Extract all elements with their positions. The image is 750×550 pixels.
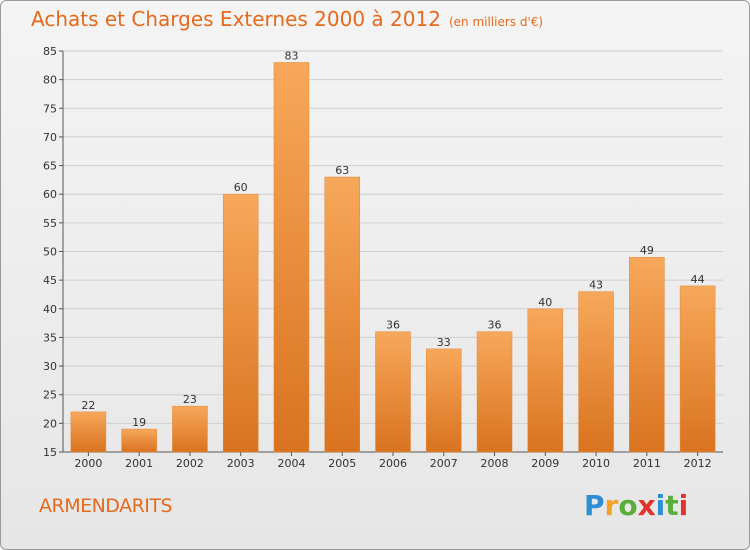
- x-tick-label: 2003: [227, 457, 255, 470]
- x-tick-label: 2005: [328, 457, 356, 470]
- y-tick-label: 60: [43, 188, 57, 201]
- bar-value-label: 63: [335, 164, 349, 177]
- x-tick-label: 2011: [633, 457, 661, 470]
- logo-letter: i: [655, 489, 666, 522]
- labels: 22 19 23 60 83 63 36 33 36 40 43 49 44: [81, 49, 704, 429]
- y-tick-label: 25: [43, 389, 57, 402]
- logo-letter: r: [604, 489, 619, 522]
- y-tick-label: 70: [43, 131, 57, 144]
- proxiti-logo[interactable]: Proxiti: [584, 489, 688, 522]
- bar-value-label: 43: [589, 279, 603, 292]
- bar-value-label: 23: [183, 393, 197, 406]
- bar-value-label: 36: [386, 319, 400, 332]
- y-tick-label: 80: [43, 74, 57, 87]
- bar-2003: [222, 193, 259, 453]
- y-tick-label: 50: [43, 246, 57, 259]
- y-tick-label: 65: [43, 160, 57, 173]
- x-tick-label: 2009: [531, 457, 559, 470]
- bar-2004: [273, 62, 310, 453]
- bar-value-label: 49: [640, 244, 654, 257]
- bar-2006: [375, 331, 411, 453]
- bar-2009: [527, 308, 564, 453]
- bar-value-label: 33: [437, 336, 451, 349]
- bar-2005: [324, 176, 360, 453]
- y-tick-label: 30: [43, 360, 57, 373]
- y-tick-label: 20: [43, 417, 57, 430]
- y-tick-label: 75: [43, 102, 57, 115]
- y-tick-label: 55: [43, 217, 57, 230]
- x-tick-label: 2008: [481, 457, 509, 470]
- bar-value-label: 83: [284, 49, 298, 62]
- logo-letter: x: [637, 489, 656, 522]
- x-tick-label: 2002: [176, 457, 204, 470]
- x-tick-label: 2007: [430, 457, 458, 470]
- chart-subtitle: (en milliers d'€): [448, 15, 544, 29]
- x-tick-label: 2010: [582, 457, 610, 470]
- bar-value-label: 40: [538, 296, 552, 309]
- x-tick-label: 2001: [125, 457, 153, 470]
- bar-2011: [629, 256, 665, 453]
- bar-2002: [172, 405, 208, 453]
- bar-2007: [426, 348, 462, 453]
- y-tick-label: 45: [43, 274, 57, 287]
- logo-letter: i: [678, 489, 689, 522]
- bar-2008: [476, 331, 513, 453]
- y-tick-label: 15: [43, 446, 57, 459]
- y-tick-label: 35: [43, 331, 57, 344]
- logo-letter: o: [618, 489, 638, 522]
- bar-value-label: 44: [691, 273, 705, 286]
- bar-2000: [70, 411, 107, 453]
- chart-title: Achats et Charges Externes 2000 à 2012 (e…: [31, 7, 543, 31]
- x-tick-label: 2006: [379, 457, 407, 470]
- y-tick-label: 40: [43, 303, 57, 316]
- chart-title-text: Achats et Charges Externes 2000 à 2012: [31, 7, 441, 31]
- logo-letter: t: [665, 489, 679, 522]
- bar-value-label: 19: [132, 416, 146, 429]
- x-tick-label: 2000: [74, 457, 102, 470]
- bar-value-label: 36: [488, 319, 502, 332]
- bar-2001: [121, 428, 157, 453]
- x-tick-label: 2004: [277, 457, 305, 470]
- y-tick-label: 85: [43, 45, 57, 58]
- bar-2012: [679, 285, 716, 453]
- logo-letter: P: [584, 489, 605, 522]
- bars: [70, 62, 716, 453]
- x-tick-label: 2012: [684, 457, 712, 470]
- bar-2010: [578, 291, 614, 453]
- bar-value-label: 60: [234, 181, 248, 194]
- bar-value-label: 22: [81, 399, 95, 412]
- location-name: ARMENDARITS: [39, 495, 173, 517]
